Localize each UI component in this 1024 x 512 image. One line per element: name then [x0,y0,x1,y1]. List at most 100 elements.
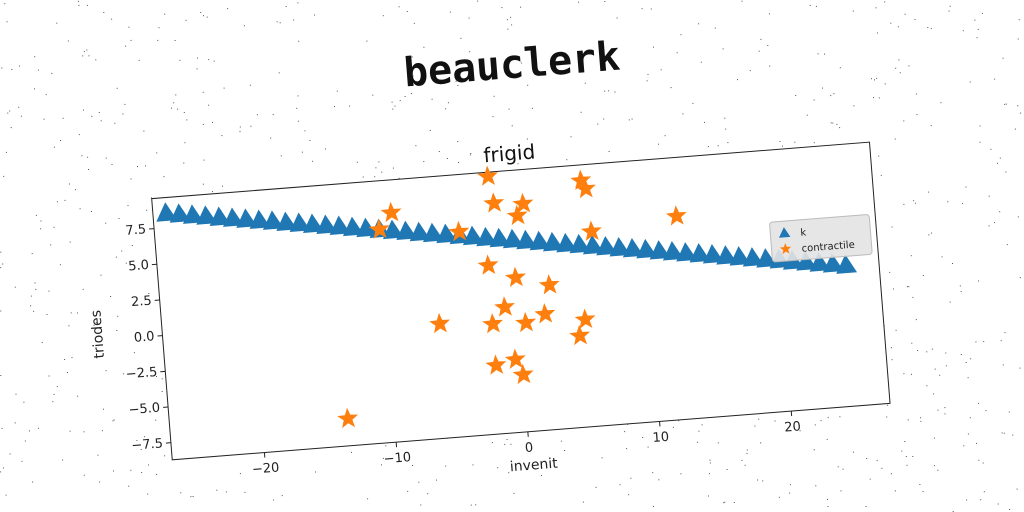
noise-speck [1,67,3,69]
noise-speck [937,409,939,411]
noise-speck [213,60,215,62]
plot-area [151,141,891,461]
noise-speck [660,69,662,71]
noise-speck [815,485,817,487]
noise-speck [145,165,146,167]
noise-speck [926,351,928,353]
noise-speck [0,471,2,473]
noise-speck [366,40,368,42]
noise-speck [1000,340,1002,342]
noise-speck [988,225,990,227]
noise-speck [815,5,817,7]
noise-speck [449,11,451,13]
noise-speck [69,430,71,432]
noise-speck [952,263,953,264]
noise-speck [423,161,425,162]
noise-speck [880,174,882,176]
noise-speck [183,112,185,113]
noise-speck [367,498,369,500]
legend-entry-label: contractile [801,240,855,255]
noise-speck [698,430,700,432]
noise-speck [3,467,4,469]
noise-speck [5,494,7,496]
triangle-point [742,247,764,267]
noise-speck [839,416,841,418]
noise-speck [646,80,648,82]
noise-speck [999,211,1001,213]
triangle-point [649,240,671,260]
plot-group: −20 −10 0 10 20 −7.5 −5.0 −2.5 0.0 2.5 5.0 7.5 frig… [88,139,891,478]
noise-speck [140,449,142,450]
noise-speck [709,459,711,461]
noise-speck [604,90,606,92]
noise-speck [105,370,107,372]
noise-speck [227,8,229,10]
noise-speck [891,359,893,361]
star-point [504,266,526,288]
noise-speck [103,12,105,13]
noise-speck [789,492,791,494]
noise-speck [113,419,115,421]
noise-speck [41,342,43,343]
noise-speck [760,442,762,444]
noise-speck [652,472,654,474]
noise-speck [650,8,652,10]
noise-speck [510,443,512,445]
noise-speck [124,103,126,105]
noise-speck [60,140,61,141]
noise-speck [799,430,801,432]
noise-speck [944,413,946,415]
noise-speck [391,101,393,103]
noise-speck [412,75,414,77]
noise-speck [941,256,943,258]
noise-speck [31,253,33,255]
noise-speck [457,141,459,143]
star-point [380,201,402,223]
noise-speck [5,151,7,153]
noise-speck [1017,105,1019,107]
noise-speck [922,275,924,276]
noise-speck [457,85,459,86]
noise-speck [458,161,459,163]
triangle-point [382,219,404,240]
noise-speck [127,205,129,207]
noise-speck [915,319,917,321]
noise-speck [676,52,678,54]
noise-speck [911,373,912,375]
noise-speck [86,49,88,51]
noise-speck [928,191,930,193]
triangle-point [556,232,578,253]
noise-speck [298,40,300,42]
noise-speck [460,37,462,39]
noise-speck [913,200,915,202]
noise-speck [916,114,918,116]
star-point [337,407,359,429]
y-tick-label: 2.5 [131,294,153,311]
noise-speck [881,467,883,469]
triangle-point [276,211,298,232]
noise-speck [840,490,842,492]
noise-speck [221,135,223,137]
triangle-point [262,210,284,230]
noise-speck [392,108,394,110]
noise-speck [77,395,79,397]
noise-speck [653,46,654,48]
noise-speck [833,93,835,95]
noise-speck [908,286,910,288]
noise-speck [566,159,568,161]
y-tick-label: −2.5 [125,365,158,382]
noise-speck [436,479,437,481]
noise-speck [597,123,599,125]
noise-speck [506,19,508,21]
noise-speck [978,459,980,461]
noise-speck [133,352,135,354]
noise-speck [611,51,613,53]
noise-speck [0,375,2,376]
noise-speck [177,108,179,110]
noise-speck [24,440,26,442]
noise-speck [156,473,158,475]
noise-speck [0,251,2,253]
noise-speck [708,495,709,497]
noise-speck [866,458,868,459]
